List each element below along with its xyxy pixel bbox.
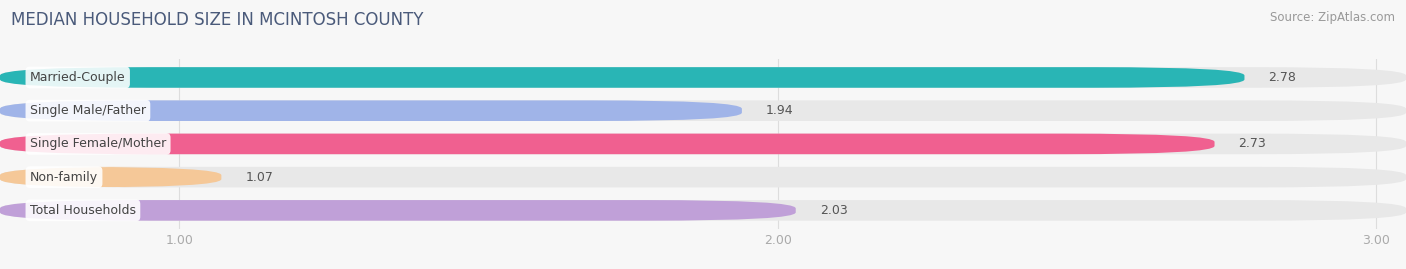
FancyBboxPatch shape xyxy=(0,167,221,187)
Text: Single Female/Mother: Single Female/Mother xyxy=(30,137,166,150)
Text: 2.78: 2.78 xyxy=(1268,71,1296,84)
Text: Married-Couple: Married-Couple xyxy=(30,71,125,84)
Text: 2.73: 2.73 xyxy=(1239,137,1267,150)
Text: Total Households: Total Households xyxy=(30,204,136,217)
FancyBboxPatch shape xyxy=(0,134,1215,154)
FancyBboxPatch shape xyxy=(0,200,796,221)
Text: Non-family: Non-family xyxy=(30,171,98,184)
Text: MEDIAN HOUSEHOLD SIZE IN MCINTOSH COUNTY: MEDIAN HOUSEHOLD SIZE IN MCINTOSH COUNTY xyxy=(11,11,423,29)
FancyBboxPatch shape xyxy=(0,100,1406,121)
Text: 2.03: 2.03 xyxy=(820,204,848,217)
FancyBboxPatch shape xyxy=(0,200,1406,221)
FancyBboxPatch shape xyxy=(0,67,1244,88)
Text: Single Male/Father: Single Male/Father xyxy=(30,104,146,117)
FancyBboxPatch shape xyxy=(0,167,1406,187)
FancyBboxPatch shape xyxy=(0,134,1406,154)
Text: 1.94: 1.94 xyxy=(766,104,793,117)
FancyBboxPatch shape xyxy=(0,100,742,121)
Text: Source: ZipAtlas.com: Source: ZipAtlas.com xyxy=(1270,11,1395,24)
FancyBboxPatch shape xyxy=(0,67,1406,88)
Text: 1.07: 1.07 xyxy=(245,171,273,184)
